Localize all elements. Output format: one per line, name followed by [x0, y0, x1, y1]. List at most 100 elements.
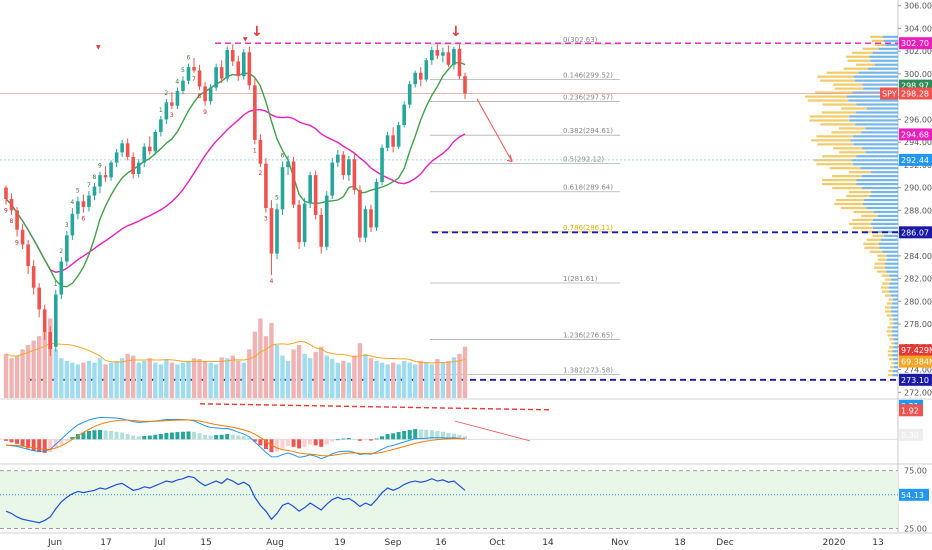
- candle-count-label: 3: [170, 112, 174, 119]
- volume-bar: [457, 353, 462, 398]
- volume-profile-bar: [889, 318, 894, 321]
- macd-histogram-bar: [64, 439, 69, 441]
- candle: [219, 67, 224, 79]
- macd-histogram-bar: [380, 436, 385, 440]
- volume-bar: [429, 364, 435, 398]
- volume-bar: [341, 360, 346, 398]
- price-tick-label: 278.00: [904, 320, 932, 329]
- candle: [402, 104, 406, 126]
- macd-histogram-bar: [86, 431, 91, 440]
- volume-profile-bar: [874, 63, 898, 66]
- volume-profile-bar: [893, 318, 898, 321]
- volume-profile-bar: [816, 163, 854, 166]
- volume-bar: [70, 362, 75, 398]
- volume-bar: [440, 362, 446, 398]
- volume-bar: [346, 362, 352, 398]
- candle: [363, 209, 368, 238]
- volume-profile-bar: [884, 266, 898, 269]
- volume-profile-bar: [881, 290, 890, 293]
- volume-profile-bar: [853, 163, 898, 166]
- volume-profile-bar: [878, 242, 898, 245]
- candle: [247, 52, 252, 86]
- candle: [324, 195, 329, 247]
- volume-profile-bar: [809, 115, 850, 118]
- candle-count-label: 8: [198, 93, 202, 100]
- candle: [446, 52, 451, 65]
- volume-profile-bar: [871, 222, 898, 226]
- volume-profile-bar: [885, 262, 898, 265]
- volume-profile-bar: [890, 310, 898, 313]
- x-axis-label: Oct: [489, 538, 505, 548]
- volume-bar: [108, 362, 114, 398]
- volume-profile-bar: [889, 290, 898, 293]
- volume-profile-bar: [889, 282, 898, 285]
- candle: [20, 229, 25, 245]
- volume-bar: [197, 359, 202, 398]
- volume-profile-bar: [882, 35, 898, 38]
- candle: [313, 175, 318, 215]
- volume-profile-bar: [890, 366, 894, 369]
- volume-bar: [9, 358, 14, 398]
- candle: [236, 61, 241, 77]
- volume-profile-bar: [856, 103, 898, 106]
- volume-profile-bar: [892, 350, 898, 353]
- volume-profile-bar: [836, 198, 864, 202]
- volume-profile-bar: [805, 95, 847, 98]
- volume-bar: [175, 364, 180, 398]
- macd-histogram-bar: [120, 432, 125, 440]
- macd-histogram-bar: [418, 429, 423, 440]
- volume-profile-bar: [873, 210, 898, 214]
- x-axis-label: 2020: [823, 538, 846, 548]
- volume-profile-bar: [889, 346, 894, 349]
- macd-histogram-bar: [302, 439, 307, 447]
- candle: [264, 163, 268, 209]
- candle: [214, 67, 218, 88]
- volume-bar: [42, 331, 47, 398]
- macd-value-tag: [899, 404, 923, 417]
- volume-profile-bar: [855, 63, 875, 66]
- macd-histogram-bar: [147, 435, 152, 440]
- price-tag-label: 294.68: [901, 130, 929, 139]
- volume-profile-bar: [876, 270, 887, 273]
- macd-histogram-bar: [335, 439, 340, 441]
- volume-profile-bar: [849, 119, 898, 122]
- macd-histogram-bar: [263, 439, 268, 450]
- volume-profile-bar: [885, 310, 891, 313]
- rsi-value-tag: [899, 488, 929, 501]
- volume-profile-bar: [861, 131, 898, 134]
- volume-profile-bar: [829, 167, 861, 170]
- volume-profile-bar: [884, 294, 891, 297]
- volume-profile-bar: [888, 370, 893, 373]
- candle-count-label: 5: [275, 195, 279, 202]
- macd-histogram-bar: [169, 432, 174, 440]
- candle: [275, 209, 279, 254]
- volume-bar: [25, 345, 31, 398]
- macd-histogram-bar: [407, 429, 412, 440]
- volume-profile-bar: [892, 374, 898, 377]
- macd-histogram-bar: [424, 429, 429, 440]
- price-tag: [899, 373, 932, 386]
- volume-profile-bar: [852, 226, 873, 229]
- volume-profile-bar: [869, 194, 898, 198]
- volume-bar: [363, 353, 368, 398]
- volume-bar: [136, 362, 141, 398]
- volume-profile-bar: [886, 302, 892, 305]
- volume-profile-bar: [846, 95, 898, 98]
- price-tag: [899, 355, 932, 368]
- candle: [336, 154, 340, 163]
- volume-bar: [92, 362, 97, 398]
- down-arrow-marker: ↓: [450, 24, 462, 40]
- volume-bar: [413, 364, 418, 398]
- volume-profile-bar: [882, 250, 898, 253]
- macd-histogram-bar: [241, 436, 246, 440]
- volume-bar: [280, 355, 285, 398]
- volume-profile-bar: [891, 302, 898, 305]
- volume-profile-bar: [877, 214, 898, 218]
- price-tag-label: SPY: [882, 89, 897, 98]
- price-tag: [880, 87, 898, 100]
- candle: [181, 80, 185, 91]
- volume-bar: [191, 358, 197, 398]
- volume-bar: [324, 355, 329, 398]
